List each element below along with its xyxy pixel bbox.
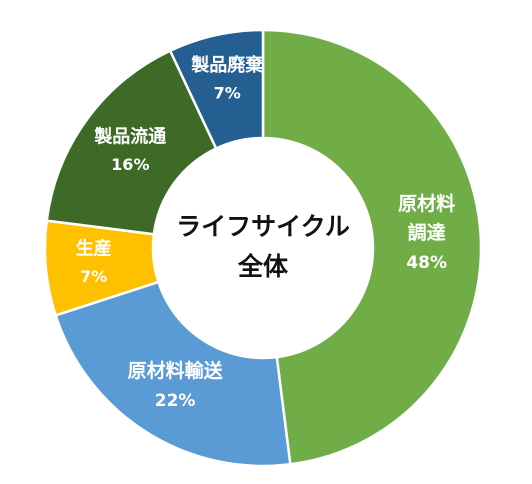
slice-value-label: 22% xyxy=(155,391,196,411)
slice-category-label: 生産 xyxy=(76,237,112,259)
donut-slice xyxy=(45,49,218,236)
slice-value-label: 48% xyxy=(406,253,447,273)
center-label-line: ライフサイクル xyxy=(176,212,350,241)
center-label-line: 全体 xyxy=(237,252,289,281)
donut-slice xyxy=(261,28,483,466)
slice-value-label: 7% xyxy=(214,83,241,102)
slice-category-label: 製品廃棄 xyxy=(190,54,264,76)
slice-category-label: 原材料輸送 xyxy=(128,359,224,382)
donut-slices xyxy=(43,28,483,468)
donut-slice xyxy=(168,28,265,151)
slice-category-label: 製品流通 xyxy=(93,126,166,148)
slice-value-label: 7% xyxy=(80,267,107,286)
donut-slice xyxy=(54,280,292,468)
slice-value-label: 16% xyxy=(111,155,149,174)
slice-category-label: 調達 xyxy=(408,221,446,244)
slice-category-label: 原材料 xyxy=(398,192,455,215)
